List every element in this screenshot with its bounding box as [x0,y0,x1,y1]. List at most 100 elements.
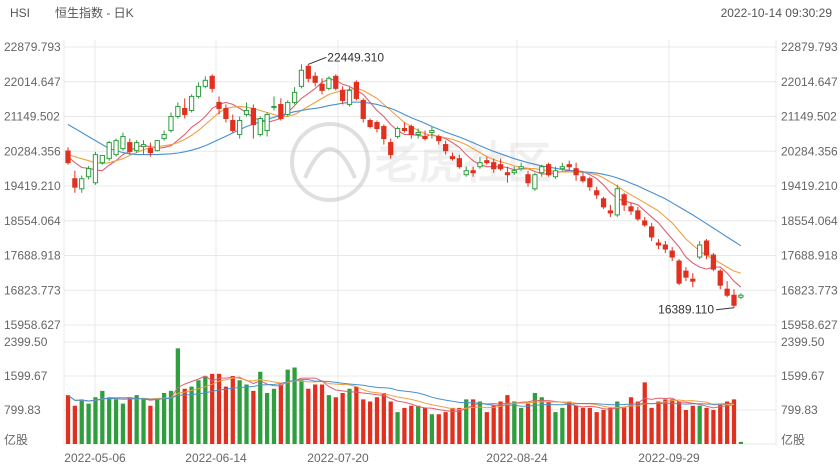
price-tick-label: 15958.627 [4,318,61,332]
candle [223,104,229,123]
candle-body [99,154,105,164]
candle [175,102,181,119]
price-tick-label: 20284.356 [4,144,61,158]
candle-body [264,113,270,132]
volume-bar [189,386,194,444]
volume-bar [182,388,187,444]
candle [188,94,195,113]
candle-body [305,65,311,79]
candle [298,64,305,89]
candle-body [147,148,154,154]
price-tick-label: 17688.918 [781,249,838,263]
candle-body [621,194,627,206]
candle-body [202,79,208,87]
volume-tick-label: 1599.67 [4,369,48,383]
volume-ma-lines [67,375,735,412]
candle-body [326,77,332,89]
volume-bar [567,401,572,444]
volume-bar [532,392,538,444]
volume-bar [86,403,91,444]
candle-body [188,95,195,111]
candle-body [545,164,552,176]
volume-bar [374,397,380,444]
volume-bar [676,401,682,444]
candle [340,86,346,105]
volume-bar [203,375,208,444]
volume-bar [223,386,229,444]
candle [484,156,490,165]
volume-bar [251,390,256,444]
candle [580,172,586,183]
volume-bar [573,405,579,444]
volume-bar [264,392,270,444]
volume-bar [416,405,421,444]
volume-bar [367,401,373,444]
candle-body [134,142,140,152]
date-axis: 2022-05-06 2022-06-14 2022-07-20 2022-08-24… [64,451,700,465]
ma20-line [67,101,742,247]
candle [697,240,703,260]
candle-body [717,270,723,286]
candle [703,238,710,260]
volume-bar [422,407,428,444]
volume-ma-line [67,376,734,411]
volume-bar [285,369,290,444]
candle [690,273,696,288]
candle-body [223,107,229,119]
volume-bar [148,405,153,444]
candle-body [724,288,730,296]
candle-body [353,81,359,99]
volume-bar [587,407,592,444]
candle [106,140,112,161]
candle [456,154,462,169]
candle [291,87,298,105]
date-tick-label: 2022-06-14 [185,451,247,465]
price-tick-label: 18554.064 [4,214,61,228]
volume-bar [546,401,551,444]
candle-body [72,178,78,188]
candle [415,128,421,139]
candle-body [209,75,215,89]
price-tick-label: 22879.793 [781,40,838,54]
candle [724,281,730,298]
candle-body [401,128,408,132]
price-axis-left: 22879.793 22014.647 21149.502 20284.356 1941… [4,40,61,332]
grid-lines [63,40,777,446]
candle-body [92,154,99,184]
candle-body [394,128,401,138]
candle-body [381,126,387,140]
watermark-text: 老虎社区 [375,138,551,189]
candle-body [731,294,737,306]
candle [278,98,284,121]
price-tick-label: 20284.356 [781,144,838,158]
volume-bar [347,388,352,444]
min-price-label: 16389.110 [658,303,714,317]
date-tick-label: 2022-09-29 [638,451,700,465]
candle-body [278,103,284,119]
volume-bar [319,384,325,444]
candle-body [676,260,682,284]
candle-body [195,85,202,97]
candle [738,293,744,300]
volume-bar [134,395,139,444]
candle [216,96,222,115]
candle [154,140,160,152]
candle-body [436,136,442,142]
volume-bar [278,384,283,444]
candle-body [580,176,586,182]
candle-body [312,75,318,83]
candle [422,130,428,141]
volume-bar [306,388,311,444]
candle [635,206,641,221]
volume-bar [313,384,318,444]
candle [353,80,359,101]
volume-bar [402,407,407,444]
price-tick-label: 19419.210 [781,179,838,193]
price-tick-label: 21149.502 [781,110,837,124]
candle-body [573,168,579,176]
volume-bar [498,401,503,444]
candle [381,124,387,145]
volume-bar [299,380,304,444]
volume-ma-line [67,375,735,412]
